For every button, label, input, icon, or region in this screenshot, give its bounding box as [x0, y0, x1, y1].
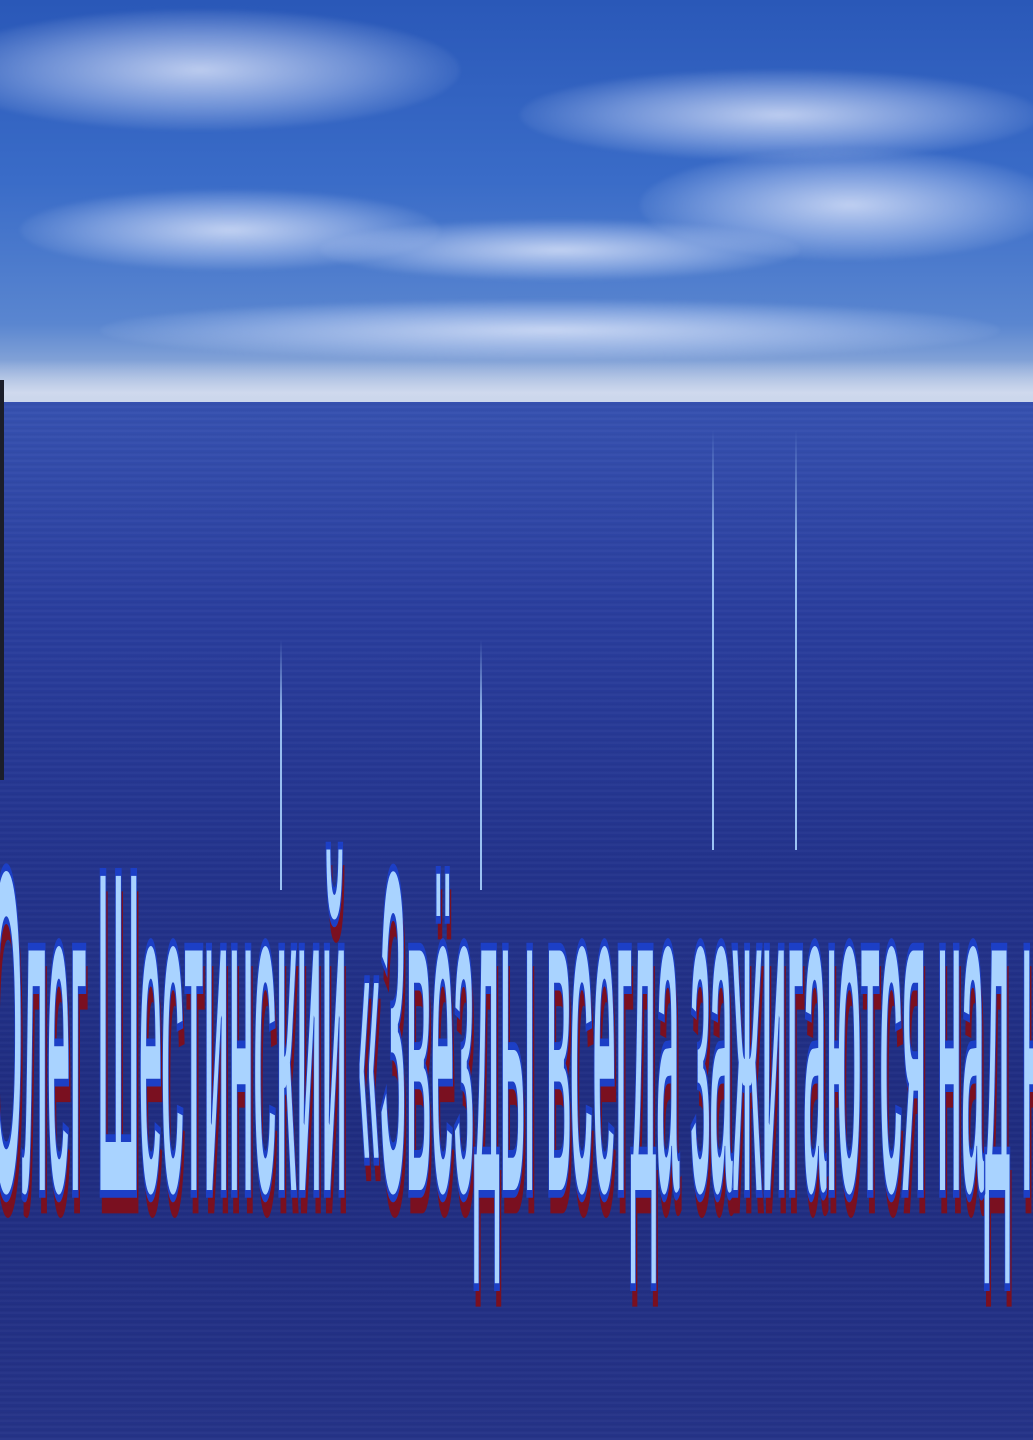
sky-background [0, 0, 1033, 405]
cloud [100, 300, 1000, 360]
cloud [0, 10, 460, 130]
cloud [520, 70, 1033, 160]
slide-caption: Олег Шестинский «Звёзды всегда зажигаютс… [0, 796, 1033, 1400]
cloud [320, 220, 800, 280]
caption-text: Олег Шестинский «Звёзды всегда зажигаютс… [0, 772, 1033, 1296]
left-edge-bar [0, 380, 4, 780]
text-streak [795, 430, 797, 850]
sea-background [0, 402, 1033, 1440]
text-streak [480, 640, 482, 890]
text-streak [712, 430, 714, 850]
text-streak [280, 640, 282, 890]
